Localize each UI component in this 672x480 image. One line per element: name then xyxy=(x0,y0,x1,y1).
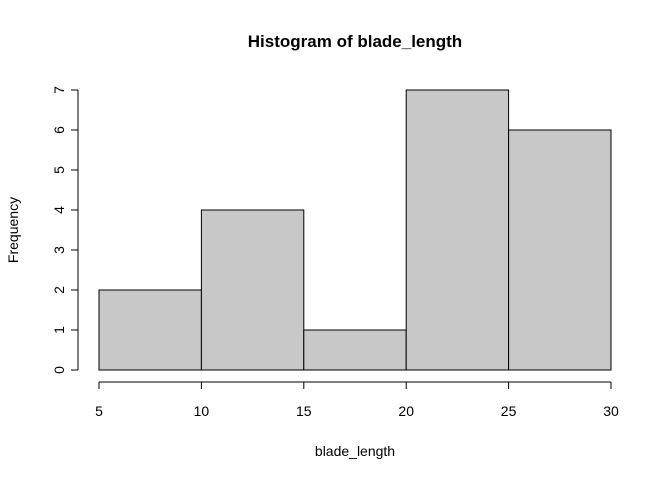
y-tick-label-6: 6 xyxy=(51,126,67,134)
y-tick-label-5: 5 xyxy=(51,166,67,174)
x-tick-label-4: 25 xyxy=(501,403,517,419)
x-axis-label: blade_length xyxy=(315,443,395,459)
y-tick-label-7: 7 xyxy=(51,86,67,94)
x-axis: 5 10 15 20 25 30 xyxy=(95,381,619,419)
y-tick-label-3: 3 xyxy=(51,246,67,254)
histogram-bar-3 xyxy=(405,89,510,371)
y-tick-label-0: 0 xyxy=(51,366,67,374)
y-axis-label: Frequency xyxy=(5,197,21,263)
x-tick-label-5: 30 xyxy=(603,403,619,419)
y-tick-label-1: 1 xyxy=(51,326,67,334)
chart-title: Histogram of blade_length xyxy=(248,32,462,51)
histogram-bar-2 xyxy=(303,329,407,371)
bars-group xyxy=(98,89,612,371)
y-tick-label-2: 2 xyxy=(51,286,67,294)
y-axis: 0 1 2 3 4 5 6 7 xyxy=(51,86,79,374)
y-tick-label-4: 4 xyxy=(51,206,67,214)
x-tick-label-3: 20 xyxy=(398,403,414,419)
histogram-bar-1 xyxy=(200,209,305,371)
x-tick-label-1: 10 xyxy=(194,403,210,419)
histogram-bar-4 xyxy=(508,129,612,371)
x-tick-label-2: 15 xyxy=(296,403,312,419)
histogram-bar-0 xyxy=(98,289,202,371)
x-tick-label-0: 5 xyxy=(95,403,103,419)
